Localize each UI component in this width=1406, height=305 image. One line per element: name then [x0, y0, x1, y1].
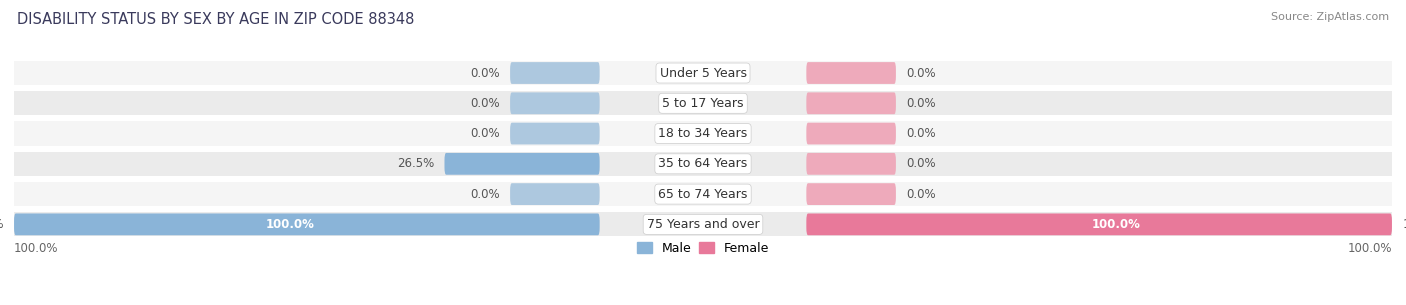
Text: 0.0%: 0.0%: [907, 157, 936, 170]
Text: 0.0%: 0.0%: [907, 97, 936, 110]
Text: Under 5 Years: Under 5 Years: [659, 66, 747, 80]
FancyBboxPatch shape: [807, 92, 896, 114]
Text: 35 to 64 Years: 35 to 64 Years: [658, 157, 748, 170]
Text: 26.5%: 26.5%: [396, 157, 434, 170]
Bar: [14, 212, 1392, 236]
FancyBboxPatch shape: [807, 214, 1392, 235]
FancyBboxPatch shape: [510, 183, 599, 205]
Text: 75 Years and over: 75 Years and over: [647, 218, 759, 231]
Bar: [14, 152, 1392, 176]
Text: 0.0%: 0.0%: [907, 66, 936, 80]
Bar: [14, 61, 1392, 85]
Text: 0.0%: 0.0%: [470, 97, 499, 110]
Text: 100.0%: 100.0%: [1092, 218, 1140, 231]
Text: 65 to 74 Years: 65 to 74 Years: [658, 188, 748, 201]
FancyBboxPatch shape: [14, 214, 599, 235]
Text: Source: ZipAtlas.com: Source: ZipAtlas.com: [1271, 12, 1389, 22]
FancyBboxPatch shape: [807, 153, 896, 175]
Text: 0.0%: 0.0%: [470, 127, 499, 140]
Text: 0.0%: 0.0%: [470, 188, 499, 201]
Text: DISABILITY STATUS BY SEX BY AGE IN ZIP CODE 88348: DISABILITY STATUS BY SEX BY AGE IN ZIP C…: [17, 12, 415, 27]
FancyBboxPatch shape: [807, 62, 896, 84]
Text: 100.0%: 100.0%: [1402, 218, 1406, 231]
FancyBboxPatch shape: [510, 62, 599, 84]
FancyBboxPatch shape: [807, 183, 896, 205]
Text: 100.0%: 100.0%: [14, 242, 59, 255]
Bar: [14, 91, 1392, 115]
Text: 0.0%: 0.0%: [907, 127, 936, 140]
FancyBboxPatch shape: [444, 153, 599, 175]
FancyBboxPatch shape: [510, 123, 599, 145]
Text: 5 to 17 Years: 5 to 17 Years: [662, 97, 744, 110]
Text: 100.0%: 100.0%: [0, 218, 4, 231]
Bar: [14, 182, 1392, 206]
Text: 18 to 34 Years: 18 to 34 Years: [658, 127, 748, 140]
FancyBboxPatch shape: [807, 123, 896, 145]
Bar: [14, 121, 1392, 146]
Text: 100.0%: 100.0%: [266, 218, 314, 231]
Text: 0.0%: 0.0%: [470, 66, 499, 80]
Text: 100.0%: 100.0%: [1347, 242, 1392, 255]
FancyBboxPatch shape: [510, 92, 599, 114]
Legend: Male, Female: Male, Female: [631, 237, 775, 260]
Text: 0.0%: 0.0%: [907, 188, 936, 201]
